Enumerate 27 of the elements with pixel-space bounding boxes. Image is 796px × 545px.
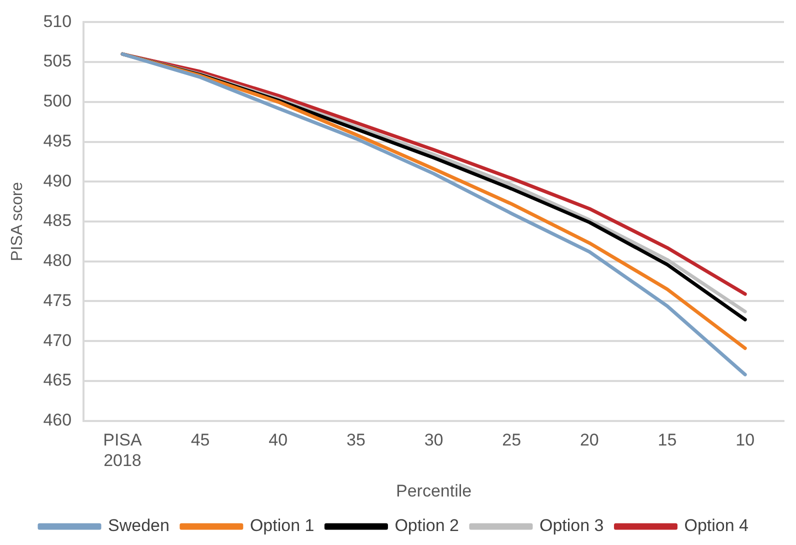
legend-label: Option 3 (539, 516, 604, 536)
x-tick-label: 20 (580, 430, 599, 450)
x-axis-title: Percentile (396, 481, 472, 500)
legend-label: Option 2 (394, 516, 459, 536)
y-tick-label: 510 (43, 12, 72, 31)
y-tick-label: 500 (43, 92, 72, 111)
y-tick-label: 495 (43, 131, 72, 150)
y-tick-label: 485 (43, 211, 72, 230)
y-tick-label: 505 (43, 52, 72, 71)
legend-label: Option 4 (684, 516, 748, 536)
x-tick-label: 40 (268, 430, 288, 450)
y-axis-title: PISA score (9, 182, 26, 262)
y-tick-label: 460 (43, 410, 72, 430)
x-tick-label: 35 (346, 430, 366, 450)
x-tick-label: PISA 2018 (103, 430, 143, 470)
y-tick-label: 475 (43, 290, 72, 310)
legend-label: Option 1 (250, 516, 314, 536)
x-tick-label: 25 (502, 430, 522, 450)
x-tick-label: 10 (736, 430, 755, 450)
y-tick-label: 465 (43, 370, 72, 390)
x-tick-label: 15 (658, 430, 677, 450)
x-tick-label: 45 (190, 430, 210, 450)
y-tick-label: 470 (43, 330, 72, 350)
y-tick-label: 480 (43, 251, 72, 270)
legend-label: Sweden (108, 516, 170, 536)
x-tick-label: 30 (424, 430, 444, 450)
y-tick-label: 490 (43, 171, 72, 190)
